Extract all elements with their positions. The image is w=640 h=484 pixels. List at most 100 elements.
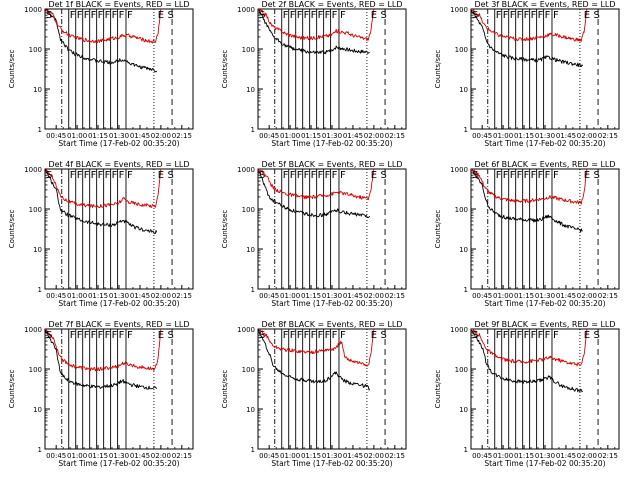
- x-tick-label: 01:45: [556, 132, 576, 140]
- flare-marker-label: F: [112, 10, 118, 21]
- flare-marker-label: F: [510, 330, 516, 341]
- end-marker-label: E: [371, 330, 377, 341]
- panel-title: Det 1f BLACK = Events, RED = LLD: [48, 0, 189, 9]
- flare-marker-label: F: [70, 330, 76, 341]
- x-tick-label: 02:15: [598, 132, 618, 140]
- start-marker-label: S: [259, 170, 265, 181]
- x-tick-label: 01:15: [514, 132, 534, 140]
- flare-marker-label: F: [517, 10, 523, 21]
- flare-marker-label: F: [503, 170, 509, 181]
- flare-marker-label: F: [119, 170, 125, 181]
- y-tick-label: 100: [29, 366, 42, 374]
- end-marker-label: E: [584, 330, 590, 341]
- start-marker-label: S: [472, 10, 478, 21]
- y-tick-label: 1: [251, 446, 255, 454]
- x-tick-label: 01:15: [88, 292, 108, 300]
- x-axis-label: Start Time (17-Feb-02 00:35:20): [271, 299, 392, 308]
- panel-title: Det 7f BLACK = Events, RED = LLD: [48, 320, 189, 329]
- lld-series-line: [471, 9, 588, 42]
- panel-title: Det 3f BLACK = Events, RED = LLD: [474, 0, 615, 9]
- plot-frame: [470, 168, 620, 290]
- x-axis-label: Start Time (17-Feb-02 00:35:20): [484, 139, 605, 148]
- x-tick-label: 00:45: [46, 452, 66, 460]
- panel-title: Det 6f BLACK = Events, RED = LLD: [474, 160, 615, 169]
- lld-series-line: [258, 169, 375, 201]
- y-tick-label: 1000: [24, 6, 42, 14]
- flare-marker-label: F: [517, 170, 523, 181]
- events-series-line: [471, 169, 583, 233]
- plot-frame: [257, 168, 407, 290]
- flare-marker-label: F: [496, 330, 502, 341]
- x-axis-label: Start Time (17-Feb-02 00:35:20): [58, 139, 179, 148]
- y-tick-label: 10: [246, 86, 255, 94]
- x-tick-label: 01:45: [343, 452, 363, 460]
- flare-marker-label: F: [545, 170, 551, 181]
- events-series-line: [471, 9, 584, 68]
- flare-marker-label: F: [127, 10, 133, 21]
- x-tick-label: 01:30: [322, 292, 342, 300]
- y-axis-label: Counts/sec: [434, 210, 442, 249]
- plot-frame: [44, 328, 194, 450]
- x-tick-label: 02:00: [364, 132, 384, 140]
- start-marker-label: S: [472, 330, 478, 341]
- x-tick-label: 01:00: [280, 292, 300, 300]
- y-tick-label: 100: [455, 366, 468, 374]
- flare-marker-label: F: [531, 330, 537, 341]
- flare-marker-label: F: [332, 10, 338, 21]
- y-tick-label: 100: [455, 206, 468, 214]
- y-tick-label: 1000: [450, 326, 468, 334]
- detector-panel-4: Det 4f BLACK = Events, RED = LLD 1 10 100 10…: [8, 160, 194, 308]
- events-series-line: [45, 9, 158, 73]
- end-marker-label: E: [158, 10, 164, 21]
- plot-frame: [44, 168, 194, 290]
- flare-marker-label: F: [311, 170, 317, 181]
- flare-marker-label: F: [91, 170, 97, 181]
- x-tick-label: 02:00: [577, 132, 597, 140]
- panel-title: Det 2f BLACK = Events, RED = LLD: [261, 0, 402, 9]
- y-tick-label: 10: [246, 246, 255, 254]
- x-tick-label: 02:15: [598, 292, 618, 300]
- x-tick-label: 01:30: [322, 452, 342, 460]
- x-tick-label: 01:00: [67, 132, 87, 140]
- x-tick-label: 01:15: [88, 132, 108, 140]
- x-tick-label: 01:30: [535, 292, 555, 300]
- lld-series-line: [471, 329, 588, 367]
- flare-marker-label: F: [91, 330, 97, 341]
- flare-marker-label: F: [297, 170, 303, 181]
- flare-marker-label: F: [119, 330, 125, 341]
- y-tick-label: 1000: [237, 6, 255, 14]
- x-tick-label: 01:45: [130, 292, 150, 300]
- y-tick-label: 100: [29, 46, 42, 54]
- y-tick-label: 100: [29, 206, 42, 214]
- x-tick-label: 01:15: [88, 452, 108, 460]
- x-tick-label: 00:45: [472, 452, 492, 460]
- flare-marker-label: F: [297, 330, 303, 341]
- y-axis-label: Counts/sec: [434, 50, 442, 89]
- lld-series-line: [258, 329, 375, 367]
- panel-title: Det 4f BLACK = Events, RED = LLD: [48, 160, 189, 169]
- plot-frame: [470, 8, 620, 130]
- flare-marker-label: F: [290, 170, 296, 181]
- flare-marker-label: F: [325, 170, 331, 181]
- lld-series-line: [45, 9, 162, 44]
- x-axis-label: Start Time (17-Feb-02 00:35:20): [58, 299, 179, 308]
- flare-marker-label: F: [283, 10, 289, 21]
- flare-marker-label: F: [283, 330, 289, 341]
- panel-title: Det 9f BLACK = Events, RED = LLD: [474, 320, 615, 329]
- x-tick-label: 02:00: [151, 132, 171, 140]
- x-tick-label: 02:00: [151, 452, 171, 460]
- flare-marker-label: F: [538, 330, 544, 341]
- x-tick-label: 02:15: [172, 132, 192, 140]
- start-marker-label: S: [259, 330, 265, 341]
- flare-marker-label: F: [290, 330, 296, 341]
- flare-marker-label: F: [77, 170, 83, 181]
- plot-frame: [257, 8, 407, 130]
- x-tick-label: 00:45: [46, 132, 66, 140]
- start-marker-label: S: [46, 10, 52, 21]
- x-tick-label: 02:00: [577, 452, 597, 460]
- events-series-line: [45, 169, 158, 234]
- lld-series-line: [45, 329, 162, 372]
- y-axis-label: Counts/sec: [221, 50, 229, 89]
